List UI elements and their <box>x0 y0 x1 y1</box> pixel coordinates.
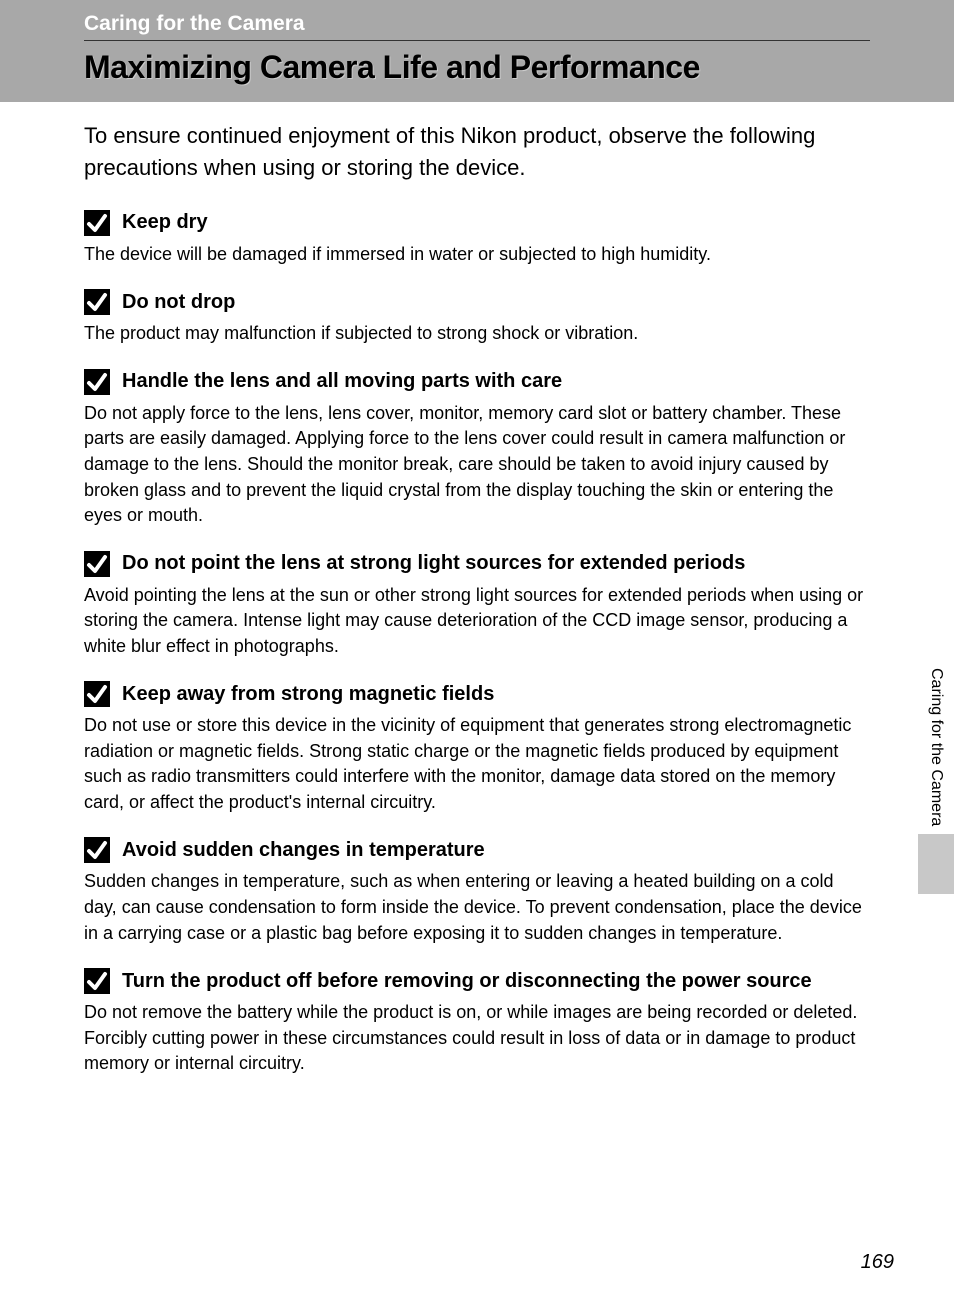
caution-icon <box>84 968 110 994</box>
page-number: 169 <box>861 1251 894 1274</box>
precaution-header: Avoid sudden changes in temperature <box>84 837 870 863</box>
caution-icon <box>84 551 110 577</box>
caution-icon <box>84 681 110 707</box>
side-tab-marker <box>918 834 954 894</box>
precaution-section: Turn the product off before removing or … <box>84 968 870 1077</box>
precaution-section: Keep dry The device will be damaged if im… <box>84 210 870 268</box>
sections-container: Keep dry The device will be damaged if im… <box>84 210 870 1077</box>
section-label: Caring for the Camera <box>84 12 870 41</box>
precaution-title: Do not point the lens at strong light so… <box>122 552 745 575</box>
header-band: Caring for the Camera Maximizing Camera … <box>0 0 954 102</box>
precaution-header: Keep away from strong magnetic fields <box>84 681 870 707</box>
precaution-title: Turn the product off before removing or … <box>122 970 812 993</box>
caution-icon <box>84 837 110 863</box>
caution-icon <box>84 210 110 236</box>
caution-icon <box>84 369 110 395</box>
precaution-body: The product may malfunction if subjected… <box>84 321 870 347</box>
precaution-body: Avoid pointing the lens at the sun or ot… <box>84 583 870 660</box>
intro-text: To ensure continued enjoyment of this Ni… <box>84 120 870 184</box>
precaution-section: Do not point the lens at strong light so… <box>84 551 870 660</box>
caution-icon <box>84 289 110 315</box>
caution-icon <box>84 551 110 577</box>
content-area: To ensure continued enjoyment of this Ni… <box>0 102 954 1077</box>
caution-icon <box>84 289 110 315</box>
precaution-section: Avoid sudden changes in temperature Sudde… <box>84 837 870 946</box>
precaution-body: Sudden changes in temperature, such as w… <box>84 869 870 946</box>
precaution-header: Do not drop <box>84 289 870 315</box>
side-tab: Caring for the Camera <box>918 660 954 894</box>
precaution-header: Do not point the lens at strong light so… <box>84 551 870 577</box>
precaution-title: Keep away from strong magnetic fields <box>122 683 494 706</box>
precaution-section: Do not drop The product may malfunction i… <box>84 289 870 347</box>
precaution-title: Keep dry <box>122 211 208 234</box>
precaution-body: Do not use or store this device in the v… <box>84 713 870 815</box>
caution-icon <box>84 369 110 395</box>
precaution-section: Keep away from strong magnetic fields Do … <box>84 681 870 815</box>
precaution-body: The device will be damaged if immersed i… <box>84 242 870 268</box>
precaution-header: Turn the product off before removing or … <box>84 968 870 994</box>
page-title: Maximizing Camera Life and Performance <box>84 49 870 86</box>
caution-icon <box>84 210 110 236</box>
header-inner: Caring for the Camera Maximizing Camera … <box>0 12 954 86</box>
precaution-body: Do not remove the battery while the prod… <box>84 1000 870 1077</box>
precaution-header: Handle the lens and all moving parts wit… <box>84 369 870 395</box>
precaution-title: Handle the lens and all moving parts wit… <box>122 370 562 393</box>
precaution-section: Handle the lens and all moving parts wit… <box>84 369 870 529</box>
precaution-title: Do not drop <box>122 291 235 314</box>
side-tab-label: Caring for the Camera <box>921 660 951 834</box>
caution-icon <box>84 681 110 707</box>
caution-icon <box>84 837 110 863</box>
caution-icon <box>84 968 110 994</box>
precaution-body: Do not apply force to the lens, lens cov… <box>84 401 870 529</box>
precaution-header: Keep dry <box>84 210 870 236</box>
precaution-title: Avoid sudden changes in temperature <box>122 839 485 862</box>
